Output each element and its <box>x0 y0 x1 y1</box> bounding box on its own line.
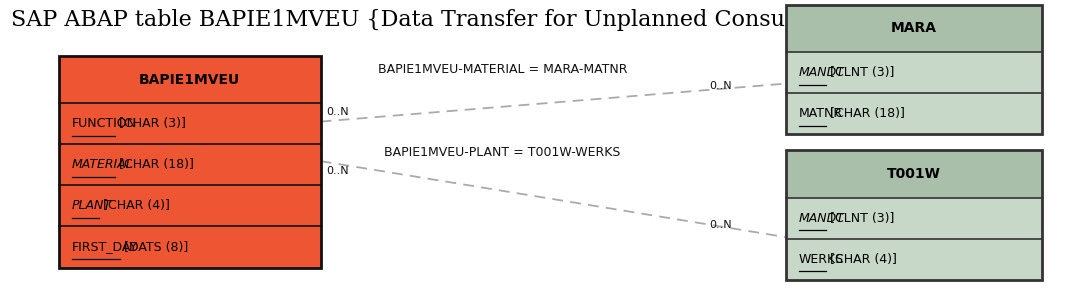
Text: MANDT: MANDT <box>799 212 845 225</box>
Bar <box>59 185 321 226</box>
Text: [CLNT (3)]: [CLNT (3)] <box>825 212 894 225</box>
Text: [CHAR (4)]: [CHAR (4)] <box>98 199 170 212</box>
Text: [CHAR (18)]: [CHAR (18)] <box>114 158 193 171</box>
Bar <box>786 150 1042 198</box>
Text: MATERIAL: MATERIAL <box>72 158 134 171</box>
Text: FIRST_DAY: FIRST_DAY <box>72 240 138 254</box>
Text: 0..N: 0..N <box>326 166 348 176</box>
Text: MATNR: MATNR <box>799 107 842 120</box>
Bar <box>59 103 321 144</box>
Text: WERKS: WERKS <box>799 253 843 266</box>
Text: [CHAR (18)]: [CHAR (18)] <box>825 107 904 120</box>
Bar <box>59 56 321 268</box>
Text: BAPIE1MVEU-PLANT = T001W-WERKS: BAPIE1MVEU-PLANT = T001W-WERKS <box>384 146 621 158</box>
Bar <box>786 93 1042 134</box>
Text: MARA: MARA <box>890 21 938 35</box>
Text: 0..N: 0..N <box>326 107 348 117</box>
Bar <box>786 5 1042 134</box>
Bar <box>786 198 1042 239</box>
Bar <box>786 150 1042 280</box>
Text: BAPIE1MVEU: BAPIE1MVEU <box>139 73 241 87</box>
Bar <box>59 226 321 268</box>
Text: 0..N: 0..N <box>710 219 732 230</box>
Text: MANDT: MANDT <box>799 66 845 79</box>
Bar <box>786 239 1042 280</box>
Text: PLANT: PLANT <box>72 199 111 212</box>
Bar <box>786 52 1042 93</box>
Text: SAP ABAP table BAPIE1MVEU {Data Transfer for Unplanned Consumption}: SAP ABAP table BAPIE1MVEU {Data Transfer… <box>11 9 878 31</box>
Text: T001W: T001W <box>887 167 941 181</box>
Bar <box>59 56 321 103</box>
Bar <box>786 5 1042 52</box>
Text: [DATS (8)]: [DATS (8)] <box>120 240 188 254</box>
Text: BAPIE1MVEU-MATERIAL = MARA-MATNR: BAPIE1MVEU-MATERIAL = MARA-MATNR <box>377 64 628 76</box>
Text: FUNCTION: FUNCTION <box>72 117 137 130</box>
Text: [CLNT (3)]: [CLNT (3)] <box>825 66 894 79</box>
Bar <box>59 144 321 185</box>
Text: [CHAR (3)]: [CHAR (3)] <box>114 117 186 130</box>
Text: [CHAR (4)]: [CHAR (4)] <box>825 253 897 266</box>
Text: 0..N: 0..N <box>710 81 732 91</box>
